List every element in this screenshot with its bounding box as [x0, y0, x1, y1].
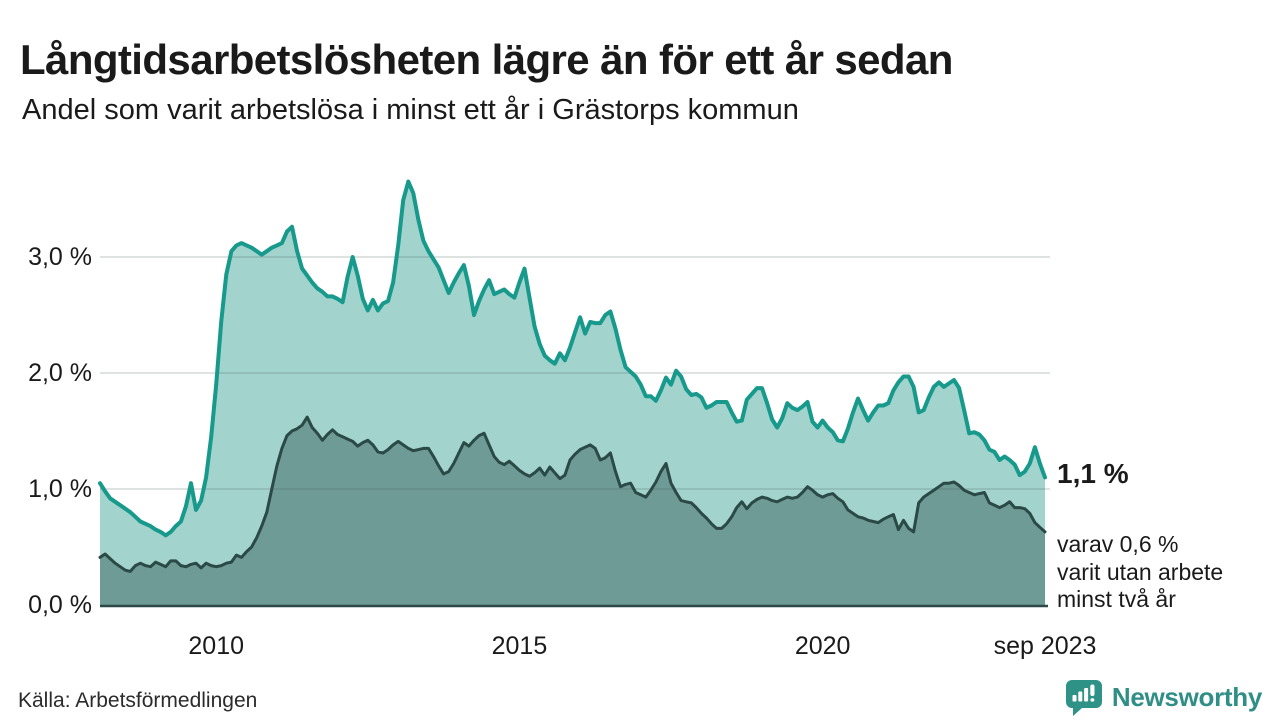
source-credit: Källa: Arbetsförmedlingen — [18, 689, 258, 712]
newsworthy-logo: Newsworthy — [1065, 679, 1262, 716]
newsworthy-bubble-chart-icon — [1065, 680, 1102, 716]
latest-value-label: 1,1 % — [1057, 458, 1129, 489]
chart-subtitle: Andel som varit arbetslösa i minst ett å… — [22, 94, 799, 126]
x-tick-label: sep 2023 — [993, 632, 1097, 660]
x-tick-label: 2015 — [491, 632, 548, 660]
newsworthy-wordmark: Newsworthy — [1111, 682, 1262, 712]
series-line-0 — [98, 179, 1047, 538]
series-area-1 — [100, 417, 1045, 605]
latest-detail-label: varav 0,6 % varit utan arbete minst två … — [1057, 531, 1224, 612]
y-tick-label: 3,0 % — [28, 243, 92, 271]
y-tick-label: 2,0 % — [28, 359, 92, 387]
y-tick-label: 1,0 % — [28, 475, 92, 503]
page-title: Långtidsarbetslösheten lägre än för ett … — [20, 36, 953, 84]
x-tick-label: 2010 — [188, 632, 245, 660]
series-line-1 — [98, 415, 1047, 573]
x-tick-label: 2020 — [794, 632, 851, 660]
y-tick-label: 0,0 % — [28, 591, 92, 619]
